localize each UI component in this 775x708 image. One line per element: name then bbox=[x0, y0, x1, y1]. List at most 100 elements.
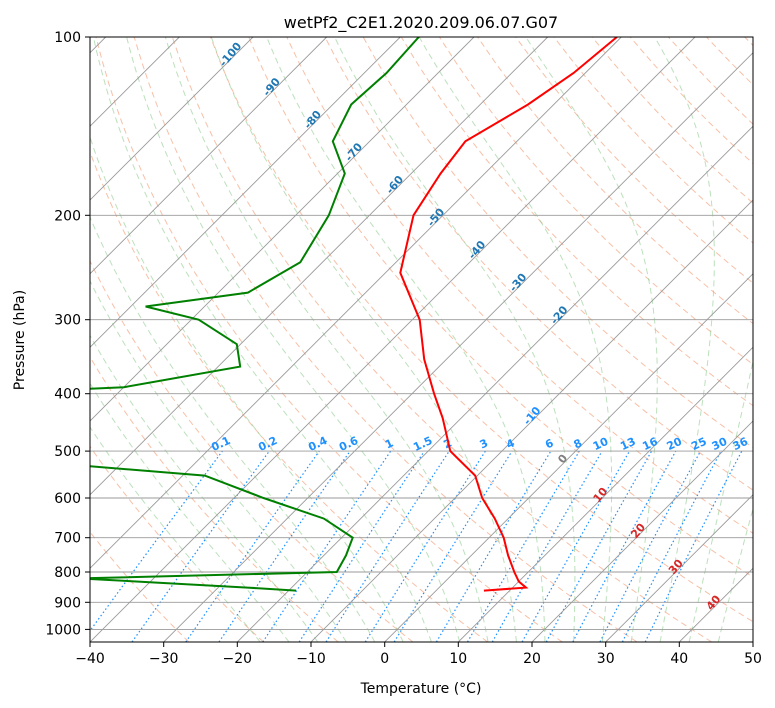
moist-adiabat-line bbox=[266, 37, 546, 642]
moist-adiabat-line bbox=[126, 37, 461, 642]
y-tick-label: 900 bbox=[54, 595, 81, 611]
dry-adiabat-line bbox=[248, 37, 753, 578]
mixing-ratio-line bbox=[131, 450, 270, 642]
profile-lines bbox=[90, 37, 618, 592]
isotherm-label: -50 bbox=[425, 205, 448, 229]
dry-adiabat-line bbox=[90, 356, 339, 642]
y-tick-label: 800 bbox=[54, 565, 81, 581]
mixing-ratio-line bbox=[262, 450, 392, 642]
moist-adiabat-line bbox=[90, 334, 319, 642]
isotherm-line bbox=[457, 346, 753, 642]
isotherm-line bbox=[163, 52, 753, 642]
isotherm-label: -70 bbox=[342, 140, 365, 164]
mixing-ratio-line bbox=[644, 450, 743, 642]
moist-adiabat-line bbox=[164, 37, 489, 642]
isotherm-label: 0 bbox=[555, 452, 570, 466]
mixing-ratio-line bbox=[466, 450, 580, 642]
mixing-ratio-line bbox=[90, 450, 223, 632]
moist-adiabat-line bbox=[210, 37, 517, 642]
moist-adiabat-line bbox=[90, 426, 261, 642]
mixing-ratio-line bbox=[325, 450, 450, 642]
x-tick-label: −20 bbox=[223, 651, 253, 667]
isotherm-label: 10 bbox=[591, 485, 611, 505]
mixing-ratio-line bbox=[218, 450, 351, 642]
y-tick-label: 600 bbox=[54, 491, 81, 507]
dry-adiabat-line bbox=[744, 37, 753, 47]
plot-frame bbox=[89, 36, 754, 643]
moist-adiabat-line bbox=[92, 37, 432, 642]
isotherm-label: -20 bbox=[548, 303, 571, 327]
x-tick-label: 0 bbox=[380, 651, 389, 667]
mixing-ratio-label: 4 bbox=[504, 436, 517, 451]
isotherm-label: 40 bbox=[704, 592, 724, 612]
temperature-profile-line bbox=[399, 37, 618, 592]
mixing-ratio-line bbox=[435, 450, 552, 642]
x-tick-label: 50 bbox=[744, 651, 762, 667]
mixing-ratio-line bbox=[364, 450, 486, 642]
isotherm-label: -80 bbox=[301, 108, 324, 132]
y-tick-label: 1000 bbox=[45, 622, 81, 638]
y-tick-label: 400 bbox=[54, 387, 81, 403]
isotherm-line bbox=[531, 420, 753, 642]
dry-adiabat-line bbox=[477, 37, 753, 325]
isotherm-label: -90 bbox=[260, 75, 283, 99]
moist-adiabat-line bbox=[90, 215, 376, 642]
y-tick-label: 100 bbox=[54, 30, 81, 46]
dry-adiabat-line bbox=[706, 37, 753, 86]
mixing-ratio-line bbox=[599, 450, 702, 642]
mixing-ratio-label: 13 bbox=[618, 435, 637, 453]
isotherm-label: -40 bbox=[466, 238, 489, 262]
mixing-ratio-label: 3 bbox=[478, 436, 490, 451]
isotherm-label: -100 bbox=[217, 40, 245, 70]
dewpoint-profile-line bbox=[90, 37, 420, 592]
x-tick-label: 10 bbox=[449, 651, 467, 667]
isotherm-line bbox=[90, 37, 401, 348]
isotherm-line bbox=[90, 37, 328, 275]
dry-adiabat-line bbox=[668, 37, 753, 125]
mixing-ratio-label: 30 bbox=[710, 435, 730, 453]
isotherm-label: -60 bbox=[383, 173, 406, 197]
isotherm-line bbox=[752, 641, 753, 642]
x-tick-label: −30 bbox=[149, 651, 179, 667]
mixing-ratio-label: 16 bbox=[640, 435, 660, 453]
isotherm-line bbox=[605, 494, 753, 642]
moist-adiabat-line bbox=[688, 358, 753, 642]
isotherm-line bbox=[90, 37, 696, 642]
dry-adiabat-line bbox=[324, 37, 753, 491]
x-tick-label: 40 bbox=[670, 651, 688, 667]
dry-adiabat-line bbox=[210, 37, 753, 623]
dry-adiabat-line bbox=[95, 37, 563, 642]
mixing-ratio-label: 36 bbox=[731, 435, 751, 453]
x-tick-label: 30 bbox=[597, 651, 615, 667]
dry-adiabat-line bbox=[515, 37, 753, 284]
dry-adiabat-line bbox=[90, 150, 488, 642]
background-lines bbox=[90, 37, 753, 642]
dry-adiabat-line bbox=[133, 37, 638, 642]
mixing-ratio-label: 25 bbox=[689, 435, 708, 453]
moist-adiabat-line bbox=[90, 382, 290, 642]
y-tick-label: 700 bbox=[54, 531, 81, 547]
x-tick-label: 20 bbox=[523, 651, 541, 667]
isotherm-line bbox=[678, 567, 753, 642]
isotherm-line bbox=[384, 273, 753, 642]
mixing-ratio-line bbox=[491, 450, 603, 642]
y-tick-label: 300 bbox=[54, 313, 81, 329]
dry-adiabat-line bbox=[90, 259, 414, 642]
isotherm-label: -10 bbox=[521, 404, 544, 428]
mixing-ratio-line bbox=[572, 450, 677, 642]
x-tick-label: −40 bbox=[75, 651, 105, 667]
dry-adiabat-line bbox=[286, 37, 753, 534]
mixing-ratio-line bbox=[545, 450, 653, 642]
isotherm-label: 30 bbox=[666, 557, 686, 577]
moist-adiabat-line bbox=[654, 37, 715, 642]
moist-adiabat-line bbox=[418, 37, 613, 642]
y-tick-label: 500 bbox=[54, 444, 81, 460]
dry-adiabat-line bbox=[90, 445, 264, 642]
x-axis-label: Temperature (°C) bbox=[360, 681, 482, 697]
y-tick-label: 200 bbox=[54, 208, 81, 224]
mixing-ratio-line bbox=[185, 450, 320, 642]
mixing-ratio-line bbox=[298, 450, 425, 642]
isotherm-line bbox=[90, 37, 475, 422]
